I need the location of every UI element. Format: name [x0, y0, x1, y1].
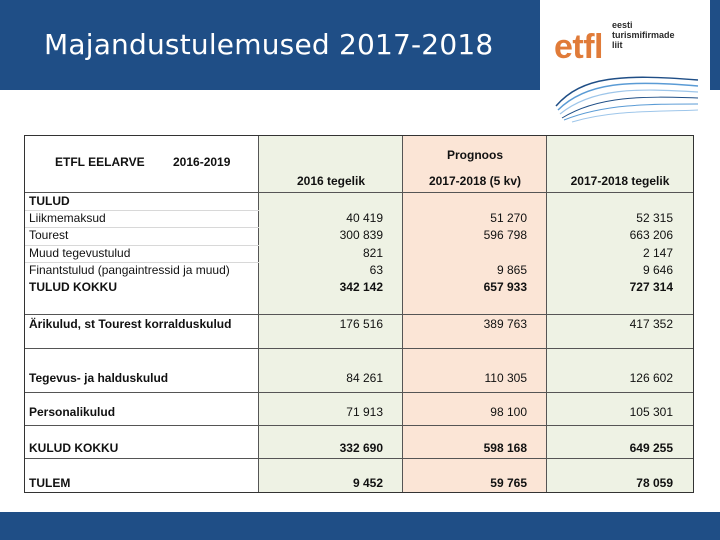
cell-arikulud-tegelik: 417 352 [629, 317, 673, 331]
logo-text: eesti turismifirmade liit [612, 20, 675, 50]
cell-tourest-2016: 300 839 [339, 228, 383, 242]
table-period: 2016-2019 [173, 155, 231, 169]
cell-kulud-kokku-2016: 332 690 [339, 441, 383, 455]
cell-liikmemaksud-prognoos: 51 270 [490, 211, 527, 225]
slide-title: Majandustulemused 2017-2018 [44, 28, 494, 61]
row-label-personal: Personalikulud [29, 405, 116, 419]
cell-arikulud-prognoos: 389 763 [483, 317, 527, 331]
cell-kulud-kokku-prognoos: 598 168 [483, 441, 527, 455]
logo-waves-icon [555, 76, 699, 123]
logo-text-line3: liit [612, 40, 623, 50]
column-header-2: 2017-2018 (5 kv) [428, 174, 522, 188]
cell-tulem-tegelik: 78 059 [636, 476, 673, 490]
logo-text-line1: eesti [612, 20, 633, 30]
cell-arikulud-2016: 176 516 [339, 317, 383, 331]
row-label-tulud: TULUD [29, 194, 70, 208]
cell-tulem-prognoos: 59 765 [490, 476, 527, 490]
cell-liikmemaksud-tegelik: 52 315 [636, 211, 673, 225]
cell-tourest-prognoos: 596 798 [483, 228, 527, 242]
cell-personal-2016: 71 913 [346, 405, 383, 419]
logo-text-line2: turismifirmade [612, 30, 675, 40]
cell-muud-tegelik: 2 147 [642, 246, 673, 260]
row-label-tourest: Tourest [29, 228, 69, 242]
cell-kulud-kokku-tegelik: 649 255 [629, 441, 673, 455]
row-label-muud: Muud tegevustulud [29, 246, 131, 260]
cell-tegevus-prognoos: 110 305 [484, 371, 528, 385]
cell-tulud-kokku-tegelik: 727 314 [629, 280, 673, 294]
cell-tegevus-tegelik: 126 602 [629, 371, 673, 385]
row-label-tulem: TULEM [29, 476, 71, 490]
logo-mark: etfl [554, 28, 604, 66]
cell-tulem-2016: 9 452 [352, 476, 383, 490]
row-label-arikulud: Ärikulud, st Tourest korralduskulud [29, 317, 232, 331]
cell-tourest-tegelik: 663 206 [629, 228, 673, 242]
column-header-3: 2017-2018 tegelik [570, 174, 670, 188]
cell-personal-tegelik: 105 301 [629, 405, 673, 419]
row-label-finants: Finantstulud (pangaintressid ja muud) [29, 263, 230, 277]
table-title: ETFL EELARVE [55, 155, 145, 169]
cell-muud-2016: 821 [362, 246, 383, 260]
row-label-liikmemaksud: Liikmemaksud [29, 211, 106, 225]
row-label-tulud-kokku: TULUD KOKKU [29, 280, 117, 294]
row-label-kulud-kokku: KULUD KOKKU [29, 441, 119, 455]
cell-tulud-kokku-2016: 342 142 [339, 280, 383, 294]
cell-tulud-kokku-prognoos: 657 933 [483, 280, 527, 294]
cell-finants-prognoos: 9 865 [496, 263, 527, 277]
cell-liikmemaksud-2016: 40 419 [346, 211, 383, 225]
cell-finants-tegelik: 9 646 [642, 263, 673, 277]
cell-finants-2016: 63 [369, 263, 383, 277]
column-header-1: 2016 tegelik [296, 174, 366, 188]
cell-tegevus-2016: 84 261 [346, 371, 383, 385]
prognoos-header: Prognoos [447, 148, 503, 162]
etfl-logo: etfl eesti turismifirmade liit [540, 0, 710, 128]
slide-footer [0, 512, 720, 540]
row-label-tegevus: Tegevus- ja halduskulud [29, 371, 169, 385]
budget-table: ETFL EELARVE 2016-2019 Prognoos 2016 teg… [24, 135, 694, 493]
cell-personal-prognoos: 98 100 [490, 405, 527, 419]
